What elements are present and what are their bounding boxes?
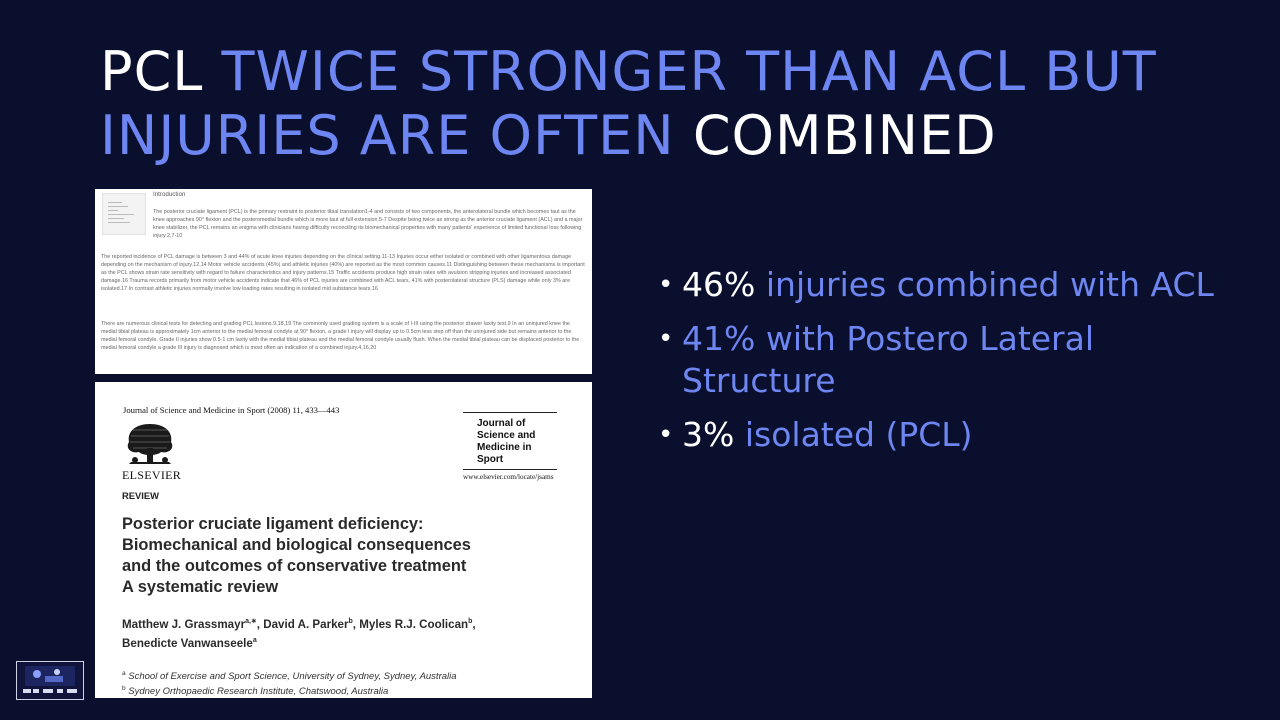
title-line1-white: PCL [100, 40, 204, 103]
slide-title: PCL TWICE STRONGER THAN ACL BUT INJURIES… [100, 40, 1240, 168]
article-type: REVIEW [122, 490, 159, 501]
title-line1-blue: TWICE STRONGER THAN ACL BUT [221, 40, 1157, 103]
bullet-text: 41% with Postero Lateral Structure [682, 319, 1095, 400]
bullet-text: isolated (PCL) [744, 415, 973, 454]
author-name: Myles R.J. Coolican [359, 617, 469, 631]
article-title-line: Posterior cruciate ligament deficiency: [122, 515, 424, 533]
affiliation-mark: a [122, 670, 126, 677]
affiliation-line: b Sydney Orthopaedic Research Institute,… [122, 683, 582, 698]
author-name: Matthew J. Grassmayr [122, 617, 246, 631]
excerpt-paragraph-2: The reported incidence of PCL damage is … [101, 254, 585, 293]
journal-name-line: Journal of [477, 418, 526, 429]
author-affiliation-mark: b [348, 618, 353, 625]
author-affiliation-mark: a [252, 636, 257, 644]
affiliation-text: Sydney Orthopaedic Research Institute, C… [128, 686, 389, 698]
publisher-name: ELSEVIER [122, 468, 182, 482]
journal-name-box: Journal of Science and Medicine in Sport [477, 418, 557, 466]
bullet-highlight: 46% [682, 265, 756, 304]
key-points-list: 46% injuries combined with ACL 41% with … [658, 264, 1258, 468]
author-name: Benedicte Vanwanseele [122, 636, 253, 650]
figure-thumbnail [102, 193, 146, 235]
excerpt-heading: Introduction [153, 191, 186, 198]
journal-url: www.elsevier.com/locate/jsams [463, 473, 554, 481]
author-affiliation-mark: a,∗ [245, 618, 257, 625]
author-affiliation-mark: b [468, 618, 473, 625]
bullet-text: injuries combined with ACL [765, 265, 1214, 304]
title-line2-white: COMBINED [692, 104, 997, 167]
bullet-item: 3% isolated (PCL) [658, 414, 1258, 456]
affiliations: a School of Exercise and Sport Science, … [122, 668, 582, 698]
bullet-highlight: 3% [682, 415, 735, 454]
bullet-item: 46% injuries combined with ACL [658, 264, 1258, 306]
affiliation-text: School of Exercise and Sport Science, Un… [128, 671, 457, 683]
excerpt-paragraph-3: There are numerous clinical tests for de… [101, 321, 580, 352]
article-title-line: and the outcomes of conservative treatme… [122, 557, 467, 575]
elsevier-tree-logo [121, 418, 179, 468]
journal-citation: Journal of Science and Medicine in Sport… [123, 405, 340, 415]
paper-excerpt-image: Introduction The posterior cruciate liga… [95, 189, 592, 374]
presenter-logo [16, 661, 84, 700]
journal-name-line: Medicine in [477, 442, 532, 453]
title-line2-blue: INJURIES ARE OFTEN [100, 104, 675, 167]
journal-box-rule-top [463, 412, 557, 413]
journal-name-line: Sport [477, 454, 504, 465]
author-list: Matthew J. Grassmayra,∗, David A. Parker… [122, 617, 476, 650]
affiliation-line: a School of Exercise and Sport Science, … [122, 668, 582, 683]
author-name: David A. Parker [263, 617, 349, 631]
excerpt-paragraph-1: The posterior cruciate ligament (PCL) is… [153, 209, 583, 240]
article-title-line: Biomechanical and biological consequence… [122, 536, 471, 554]
affiliation-mark: b [122, 685, 126, 693]
article-title-line: A systematic review [122, 578, 279, 596]
article-title: Posterior cruciate ligament deficiency: … [122, 514, 582, 598]
journal-box-rule-bottom [463, 469, 557, 470]
journal-name-line: Science and [477, 430, 536, 441]
bullet-item: 41% with Postero Lateral Structure [658, 318, 1258, 402]
article-header-image: Journal of Science and Medicine in Sport… [95, 382, 592, 698]
